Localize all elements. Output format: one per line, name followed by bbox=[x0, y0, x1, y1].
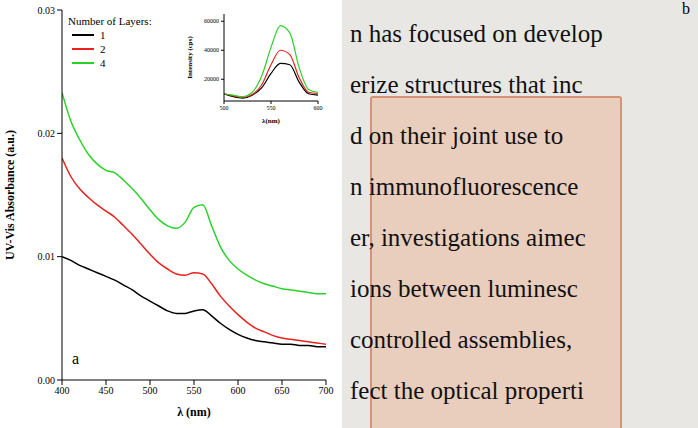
html-text:4: 4 bbox=[100, 57, 106, 69]
html-text:ions between luminesc: ions between luminesc bbox=[350, 275, 578, 302]
html-text:b: b bbox=[682, 0, 690, 17]
svg-text:500: 500 bbox=[143, 385, 158, 396]
html-text:a: a bbox=[72, 350, 80, 367]
html-text:n immunofluorescence: n immunofluorescence bbox=[350, 173, 579, 200]
svg-text:λ (nm): λ (nm) bbox=[177, 405, 211, 419]
html-text:n has focused on develop: n has focused on develop bbox=[350, 20, 603, 47]
svg-text:600: 600 bbox=[231, 385, 246, 396]
svg-text:20000: 20000 bbox=[204, 76, 219, 82]
svg-text:40000: 40000 bbox=[204, 47, 219, 53]
html-text:controlled assemblies,: controlled assemblies, bbox=[350, 326, 573, 353]
html-text:2: 2 bbox=[100, 43, 106, 55]
html-text:erize structures that inc: erize structures that inc bbox=[350, 71, 583, 98]
html-text:d on their joint use to: d on their joint use to bbox=[350, 122, 564, 149]
html-text:Number of Layers:: Number of Layers: bbox=[68, 15, 152, 27]
html-text:fect the optical properti: fect the optical properti bbox=[350, 377, 584, 404]
svg-text:Intensity (cps): Intensity (cps) bbox=[186, 36, 194, 79]
html-text:er, investigations aimec: er, investigations aimec bbox=[350, 224, 586, 251]
svg-text:0.03: 0.03 bbox=[38, 5, 56, 16]
svg-text:0.01: 0.01 bbox=[38, 251, 56, 262]
html-text:1: 1 bbox=[100, 29, 106, 41]
svg-text:λ(nm): λ(nm) bbox=[262, 117, 280, 125]
svg-text:60000: 60000 bbox=[204, 18, 219, 24]
svg-text:450: 450 bbox=[99, 385, 114, 396]
svg-text:650: 650 bbox=[275, 385, 290, 396]
svg-text:600: 600 bbox=[314, 105, 323, 111]
svg-text:0.00: 0.00 bbox=[38, 375, 56, 386]
svg-text:0.02: 0.02 bbox=[38, 128, 56, 139]
svg-text:550: 550 bbox=[267, 105, 276, 111]
svg-text:700: 700 bbox=[319, 385, 334, 396]
svg-text:UV-Vis Absorbance (a.u.): UV-Vis Absorbance (a.u.) bbox=[3, 130, 17, 260]
svg-text:400: 400 bbox=[55, 385, 70, 396]
svg-text:500: 500 bbox=[220, 105, 229, 111]
svg-text:550: 550 bbox=[187, 385, 202, 396]
